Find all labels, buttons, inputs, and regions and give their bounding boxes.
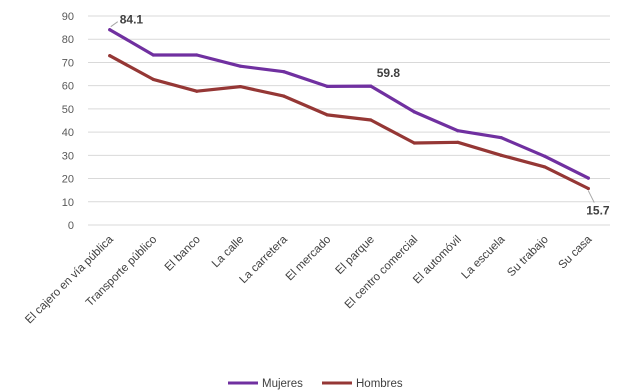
- y-tick-label: 0: [68, 220, 74, 232]
- y-axis-ticks: 0 10 20 30 40 50 60 70 80 90: [62, 11, 74, 232]
- data-point: [412, 141, 416, 145]
- x-tick-label: Su casa: [556, 233, 594, 271]
- data-point: [238, 64, 242, 68]
- series-lines: [108, 28, 590, 191]
- data-point: [325, 84, 329, 88]
- data-point: [499, 136, 503, 140]
- series-line-hombres: [108, 54, 590, 191]
- y-tick-label: 90: [62, 11, 74, 23]
- data-point: [456, 140, 460, 144]
- data-point: [586, 186, 590, 191]
- gridlines: [88, 15, 610, 226]
- data-point: [456, 129, 460, 133]
- data-point: [586, 176, 590, 180]
- data-point: [151, 77, 155, 81]
- data-labels: 84.1 59.8 15.7: [110, 13, 610, 218]
- data-point: [151, 53, 155, 57]
- data-point: [369, 84, 373, 88]
- legend-label-mujeres: Mujeres: [262, 378, 303, 390]
- data-label-leader: [110, 21, 119, 28]
- data-label: 59.8: [377, 66, 401, 80]
- x-tick-label: La carretera: [238, 233, 291, 286]
- x-tick-label: El centro comercial: [343, 234, 421, 312]
- y-tick-label: 80: [62, 34, 74, 46]
- data-label: 84.1: [120, 13, 144, 27]
- y-tick-label: 10: [62, 197, 74, 209]
- data-point: [325, 113, 329, 117]
- y-tick-label: 40: [62, 127, 74, 139]
- y-tick-label: 50: [62, 104, 74, 116]
- data-point: [282, 70, 286, 74]
- x-tick-label: El parque: [334, 234, 377, 277]
- x-tick-label: El mercado: [284, 234, 334, 284]
- legend-label-hombres: Hombres: [356, 378, 403, 390]
- legend: Mujeres Hombres: [228, 378, 403, 390]
- data-point: [369, 118, 373, 122]
- y-tick-label: 20: [62, 174, 74, 186]
- data-point: [543, 165, 547, 169]
- data-point: [108, 54, 112, 58]
- data-point: [238, 84, 242, 89]
- x-tick-label: La calle: [210, 234, 247, 271]
- data-point: [499, 153, 503, 157]
- data-label-leader: [587, 190, 595, 203]
- data-point: [543, 154, 547, 158]
- data-point: [195, 89, 199, 93]
- y-tick-label: 70: [62, 57, 74, 69]
- data-label: 15.7: [586, 204, 610, 218]
- data-point: [108, 28, 112, 32]
- y-tick-label: 30: [62, 150, 74, 162]
- x-tick-label: El cajero en vía pública: [23, 233, 116, 326]
- series-line-mujeres: [108, 28, 590, 180]
- x-tick-label: La escuela: [460, 233, 508, 281]
- x-tick-label: Su trabajo: [505, 234, 551, 280]
- y-tick-label: 60: [62, 81, 74, 93]
- data-point: [195, 53, 199, 57]
- data-point: [412, 110, 416, 114]
- data-point: [282, 94, 286, 98]
- x-tick-label: El banco: [163, 234, 203, 274]
